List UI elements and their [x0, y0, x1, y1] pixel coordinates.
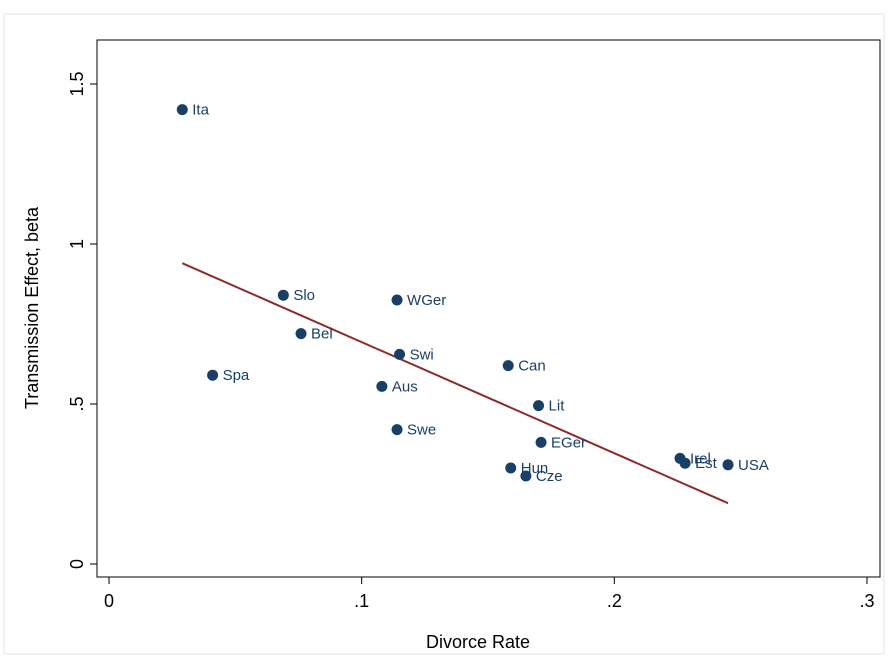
- data-point-est: [679, 457, 691, 469]
- data-point-aus: [376, 380, 388, 392]
- x-axis-label: Divorce Rate: [426, 632, 530, 652]
- data-point-eger: [535, 436, 547, 448]
- x-axis: 0 .1 .2 .3: [104, 577, 875, 611]
- data-point-slo: [277, 289, 289, 301]
- point-label-usa: USA: [738, 457, 769, 474]
- data-point-cze: [520, 470, 532, 482]
- data-point-spa: [207, 369, 219, 381]
- x-tick-label: .3: [859, 591, 874, 611]
- point-label-bel: Bel: [311, 326, 333, 343]
- point-label-can: Can: [518, 358, 546, 375]
- point-label-cze: Cze: [536, 468, 563, 485]
- point-label-swe: Swe: [407, 422, 436, 439]
- y-axis: 0 .5 1 1.5: [67, 71, 97, 569]
- fit-line: [181, 262, 729, 505]
- y-tick-label: 0: [67, 559, 87, 569]
- data-point-wger: [391, 294, 403, 306]
- x-tick-label: .1: [354, 591, 369, 611]
- data-point-ita: [176, 104, 188, 116]
- data-point-swi: [394, 348, 406, 360]
- point-label-slo: Slo: [293, 287, 315, 304]
- data-points: ItaSpaSloBelAusWGerSweSwiCanHunCzeLitEGe…: [176, 102, 769, 485]
- point-label-lit: Lit: [549, 398, 566, 415]
- point-label-est: Est: [695, 455, 718, 472]
- point-label-eger: EGer: [551, 434, 586, 451]
- fit-line-group: [181, 262, 729, 505]
- data-point-can: [502, 360, 514, 372]
- data-point-lit: [533, 400, 545, 412]
- plot-region: [96, 39, 881, 578]
- point-label-irel: Irel: [690, 450, 711, 467]
- data-point-hun: [505, 462, 517, 474]
- point-label-spa: Spa: [223, 367, 250, 384]
- x-tick-label: .2: [607, 591, 622, 611]
- point-label-aus: Aus: [392, 378, 418, 395]
- x-tick-label: 0: [104, 591, 114, 611]
- y-tick-label: 1.5: [67, 71, 87, 96]
- data-point-swe: [391, 424, 403, 436]
- y-axis-label: Transmission Effect, beta: [22, 206, 42, 409]
- data-point-usa: [722, 459, 734, 471]
- point-label-ita: Ita: [192, 102, 209, 119]
- point-label-swi: Swi: [410, 346, 434, 363]
- point-label-wger: WGer: [407, 292, 446, 309]
- data-point-bel: [295, 328, 307, 340]
- y-tick-label: 1: [67, 239, 87, 249]
- y-tick-label: .5: [67, 396, 87, 411]
